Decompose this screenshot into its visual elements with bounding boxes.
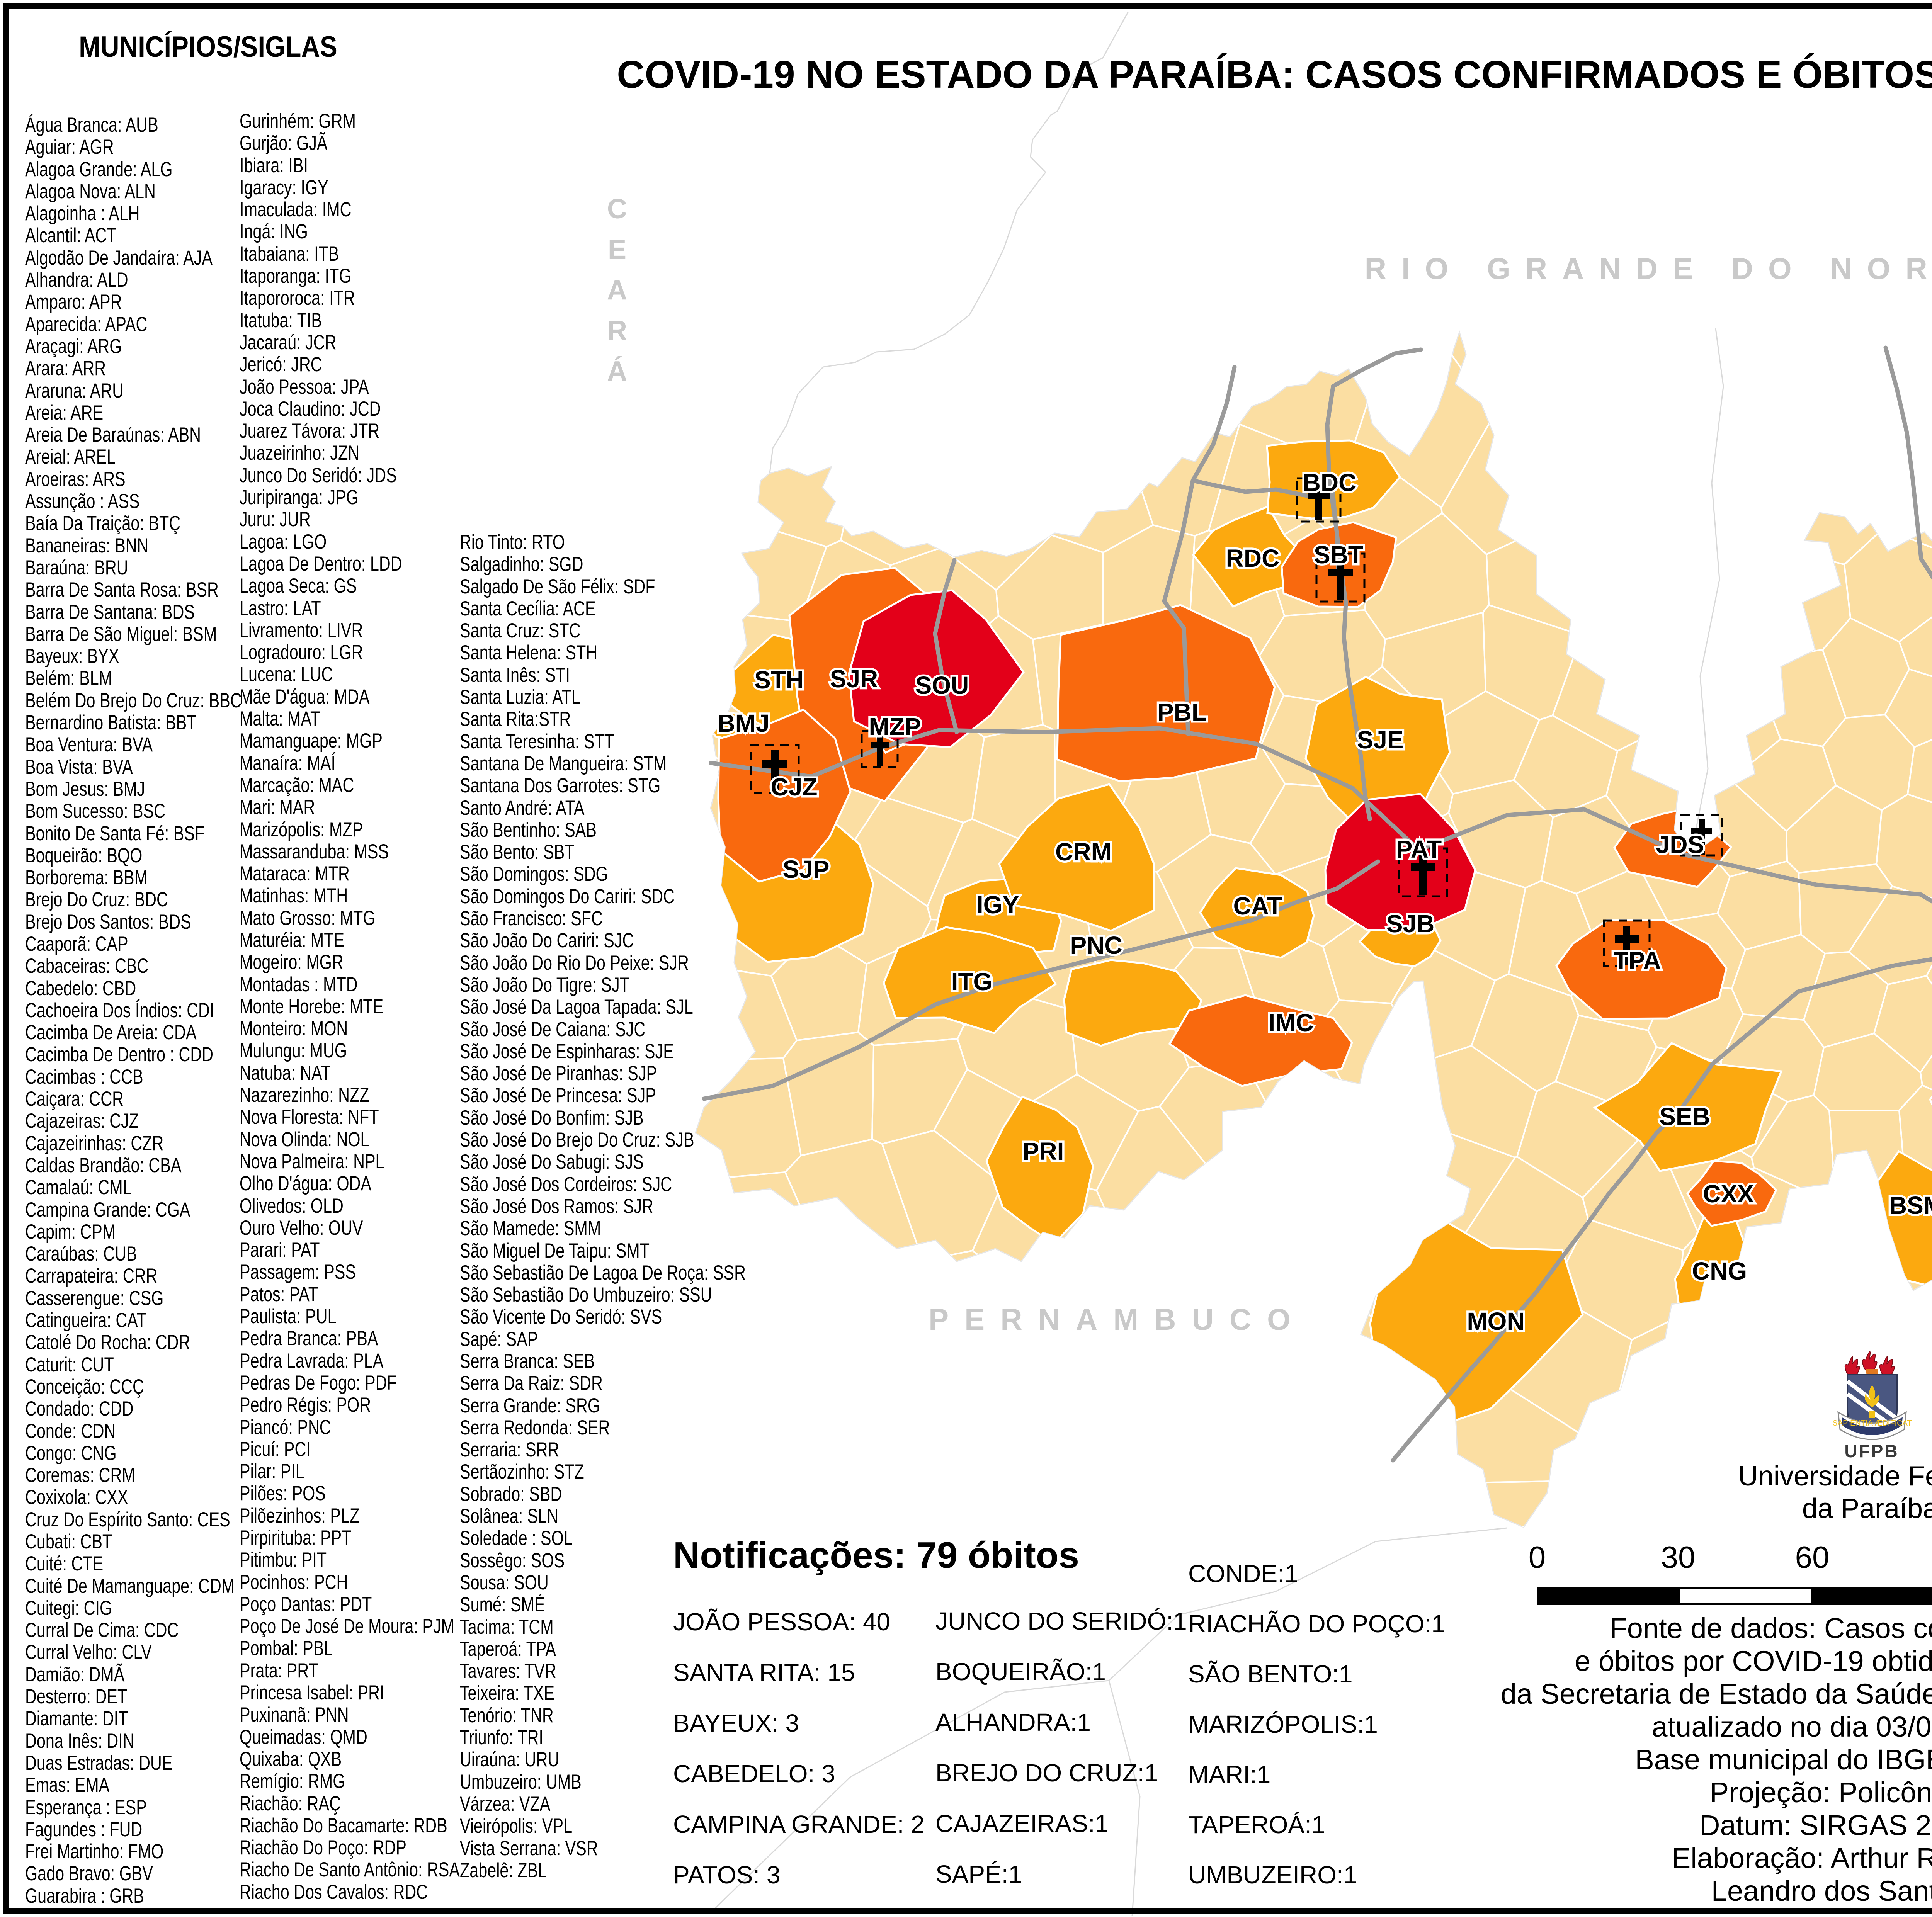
svg-text:PNC: PNC xyxy=(1070,931,1122,959)
svg-text:Projeção: Policônica: Projeção: Policônica xyxy=(1710,1776,1932,1808)
svg-text:SEB: SEB xyxy=(1659,1103,1710,1130)
svg-text:IMC: IMC xyxy=(1268,1009,1313,1037)
svg-text:Base municipal do IBGE (2017).: Base municipal do IBGE (2017). xyxy=(1635,1744,1932,1776)
svg-text:SJE: SJE xyxy=(1357,726,1404,754)
svg-text:SÃO BENTO:1: SÃO BENTO:1 xyxy=(1188,1660,1353,1688)
svg-text:da Secretaria de Estado da Saú: da Secretaria de Estado da Saúde (SES) d… xyxy=(1501,1678,1932,1710)
svg-text:e óbitos por COVID-19 obtidos: e óbitos por COVID-19 obtidos do boletim xyxy=(1575,1645,1932,1677)
svg-text:UFPB: UFPB xyxy=(1844,1441,1899,1461)
svg-text:MARIZÓPOLIS:1: MARIZÓPOLIS:1 xyxy=(1188,1710,1378,1738)
svg-text:PATOS: 3: PATOS: 3 xyxy=(673,1861,780,1889)
svg-text:60: 60 xyxy=(1795,1540,1830,1574)
svg-text:SAPIENTIA ÆDIFICAT: SAPIENTIA ÆDIFICAT xyxy=(1832,1419,1912,1428)
svg-text:A: A xyxy=(607,275,627,306)
svg-text:BOQUEIRÃO:1: BOQUEIRÃO:1 xyxy=(935,1658,1106,1686)
svg-text:IGY: IGY xyxy=(976,891,1019,919)
svg-text:CAMPINA GRANDE: 2: CAMPINA GRANDE: 2 xyxy=(673,1810,925,1838)
svg-text:SOU: SOU xyxy=(915,671,969,699)
svg-text:BREJO DO CRUZ:1: BREJO DO CRUZ:1 xyxy=(935,1759,1158,1787)
svg-text:SJB: SJB xyxy=(1386,910,1435,938)
svg-text:CAT: CAT xyxy=(1233,892,1282,920)
svg-text:UMBUZEIRO:1: UMBUZEIRO:1 xyxy=(1188,1861,1357,1889)
svg-text:SBT: SBT xyxy=(1314,541,1363,569)
svg-text:PAT: PAT xyxy=(1396,835,1442,863)
svg-text:SJP: SJP xyxy=(783,855,830,883)
svg-text:BDC: BDC xyxy=(1303,469,1357,496)
svg-text:Datum: SIRGAS 2000: Datum: SIRGAS 2000 xyxy=(1699,1809,1932,1841)
svg-text:JDS: JDS xyxy=(1656,831,1704,858)
svg-text:Universidade Federal: Universidade Federal xyxy=(1738,1461,1932,1492)
svg-text:COVID-19 NO ESTADO DA PARAÍBA:: COVID-19 NO ESTADO DA PARAÍBA: CASOS CON… xyxy=(617,53,1932,96)
svg-text:E: E xyxy=(608,234,626,265)
svg-text:CXX: CXX xyxy=(1703,1180,1754,1208)
svg-text:R: R xyxy=(607,315,627,346)
svg-text:Fonte de dados: Casos confirma: Fonte de dados: Casos confirmados xyxy=(1610,1612,1932,1644)
svg-text:SJR: SJR xyxy=(830,665,878,693)
svg-text:RIACHÃO DO POÇO:1: RIACHÃO DO POÇO:1 xyxy=(1188,1610,1445,1638)
svg-text:ITG: ITG xyxy=(951,968,993,996)
svg-text:PERNAMBUCO: PERNAMBUCO xyxy=(929,1302,1306,1336)
svg-text:Elaboração: Arthur Ribeiro: Elaboração: Arthur Ribeiro xyxy=(1672,1842,1932,1874)
svg-text:0: 0 xyxy=(1529,1540,1546,1574)
svg-text:MARI:1: MARI:1 xyxy=(1188,1761,1270,1788)
svg-text:MON: MON xyxy=(1467,1307,1524,1335)
svg-text:STH: STH xyxy=(754,666,804,694)
svg-text:RDC: RDC xyxy=(1226,544,1280,572)
svg-text:ALHANDRA:1: ALHANDRA:1 xyxy=(935,1708,1091,1736)
svg-text:Leandro dos Santos: Leandro dos Santos xyxy=(1711,1875,1932,1907)
svg-text:CONDE:1: CONDE:1 xyxy=(1188,1560,1298,1587)
svg-text:CRM: CRM xyxy=(1055,838,1112,866)
svg-text:TAPEROÁ:1: TAPEROÁ:1 xyxy=(1188,1811,1325,1839)
svg-text:PRI: PRI xyxy=(1023,1137,1064,1165)
svg-text:C: C xyxy=(607,194,627,224)
svg-text:da Paraíba: da Paraíba xyxy=(1802,1493,1932,1524)
svg-text:CAJAZEIRAS:1: CAJAZEIRAS:1 xyxy=(935,1810,1109,1837)
svg-text:SAPÉ:1: SAPÉ:1 xyxy=(935,1860,1022,1888)
svg-text:Á: Á xyxy=(607,356,627,387)
svg-text:30: 30 xyxy=(1661,1540,1696,1574)
svg-text:CNG: CNG xyxy=(1692,1257,1747,1285)
svg-text:SANTA RITA: 15: SANTA RITA: 15 xyxy=(673,1659,855,1686)
svg-text:PBL: PBL xyxy=(1157,698,1207,726)
svg-text:JUNCO DO SERIDÓ:1: JUNCO DO SERIDÓ:1 xyxy=(935,1607,1187,1635)
svg-text:Notificações: 79 óbitos: Notificações: 79 óbitos xyxy=(673,1535,1079,1576)
svg-text:BAYEUX: 3: BAYEUX: 3 xyxy=(673,1709,799,1737)
svg-text:MZP: MZP xyxy=(869,713,921,741)
svg-text:CJZ: CJZ xyxy=(771,773,818,801)
svg-text:JOÃO PESSOA: 40: JOÃO PESSOA: 40 xyxy=(673,1608,890,1636)
svg-text:atualizado no dia 03/05/2020;: atualizado no dia 03/05/2020; xyxy=(1651,1711,1932,1743)
svg-text:BMJ: BMJ xyxy=(717,709,769,737)
svg-text:BSM: BSM xyxy=(1889,1191,1932,1219)
svg-text:TPA: TPA xyxy=(1613,947,1661,974)
svg-text:CABEDELO: 3: CABEDELO: 3 xyxy=(673,1760,835,1788)
svg-text:RIO GRANDE DO NORTE: RIO GRANDE DO NORTE xyxy=(1365,252,1932,286)
